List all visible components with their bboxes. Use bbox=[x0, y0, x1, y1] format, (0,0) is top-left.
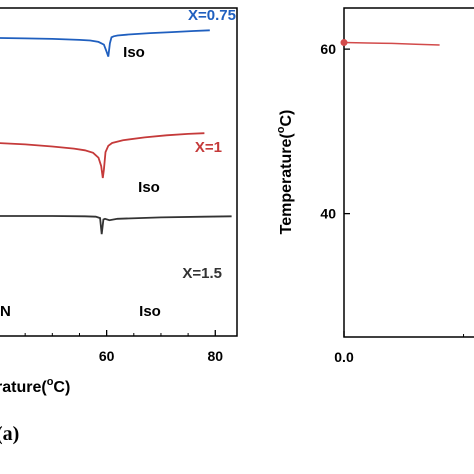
dsc-phase-label-iso: Iso bbox=[123, 44, 145, 61]
dsc-x-tick-label: 60 bbox=[99, 348, 115, 364]
phase-y-tick-label: 40 bbox=[320, 206, 336, 222]
dsc-curve-3 bbox=[0, 215, 232, 235]
phase-y-axis-title-main: Temperature( bbox=[278, 133, 295, 235]
dsc-series-label: X=0.75 bbox=[188, 7, 236, 24]
phase-data-point bbox=[340, 39, 348, 47]
phase-transition-line bbox=[343, 41, 440, 46]
dsc-x-axis-title-end: C) bbox=[53, 379, 70, 396]
dsc-series-label: X=1.5 bbox=[182, 265, 222, 282]
dsc-x-axis-title-main: rature( bbox=[0, 379, 47, 396]
dsc-curve-2 bbox=[0, 132, 205, 179]
phase-y-axis-title-sup: o bbox=[275, 126, 287, 133]
dsc-series-label: X=1 bbox=[195, 139, 222, 156]
dsc-plot-frame bbox=[0, 7, 238, 337]
dsc-panel: 60 80 X=0.75 Iso X=1 Iso X=1.5 Iso N rature(oC)… bbox=[0, 7, 238, 445]
dsc-x-axis-title: rature(oC) bbox=[0, 376, 70, 396]
dsc-curve-1 bbox=[0, 29, 210, 57]
phase-series-group bbox=[340, 39, 440, 47]
dsc-phase-label-iso: Iso bbox=[139, 303, 161, 320]
phase-plot-frame bbox=[343, 7, 474, 338]
dsc-phase-label-nematic: N bbox=[0, 303, 11, 320]
dsc-x-tick-label: 80 bbox=[207, 348, 223, 364]
dsc-x-axis-title-sup: o bbox=[47, 376, 54, 388]
dsc-series-group: X=0.75 Iso X=1 Iso X=1.5 Iso N bbox=[0, 7, 236, 320]
phase-y-axis-title: Temperature(oC) bbox=[275, 110, 295, 235]
phase-x-tick-label: 0.0 bbox=[334, 349, 354, 365]
phase-y-tick-label: 60 bbox=[320, 41, 336, 57]
panel-label-a: (a) bbox=[0, 423, 19, 445]
dsc-x-ticks: 60 80 bbox=[24, 330, 223, 364]
phase-y-axis-title-end: C) bbox=[278, 110, 295, 127]
dsc-phase-label-iso: Iso bbox=[138, 179, 160, 196]
